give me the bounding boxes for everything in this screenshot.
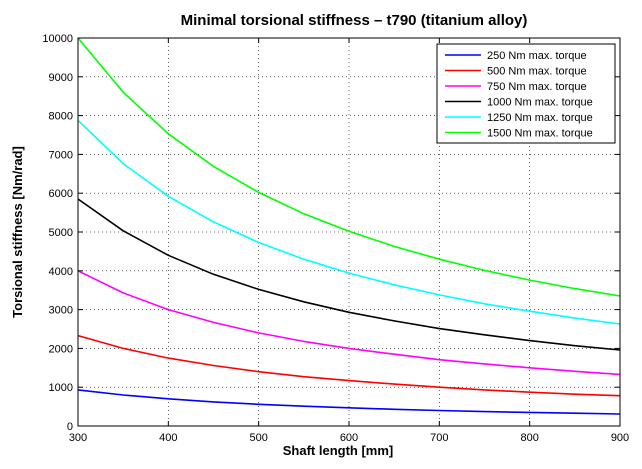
legend-box [436, 43, 616, 144]
x-tick-label-500: 500 [249, 432, 267, 444]
legend-label-1: 500 Nm max. torque [487, 66, 587, 78]
x-tick-label-800: 800 [520, 432, 538, 444]
legend-label-0: 250 Nm max. torque [487, 50, 587, 62]
series-line-1 [77, 334, 621, 397]
legend-label-5: 1500 Nm max. torque [487, 128, 593, 140]
series-line-2 [77, 270, 621, 376]
y-tick-label-6000: 6000 [49, 188, 73, 200]
series-line-0 [77, 389, 621, 415]
x-axis-title: Shaft length [mm] [283, 443, 394, 458]
y-tick-label-1000: 1000 [49, 382, 73, 394]
y-tick-label-3000: 3000 [49, 305, 73, 317]
y-tick-label-10000: 10000 [42, 33, 73, 45]
x-tick-label-400: 400 [159, 432, 177, 444]
chart-title: Minimal torsional stiffness – t790 (tita… [181, 12, 528, 29]
x-tick-label-700: 700 [430, 432, 448, 444]
y-tick-label-9000: 9000 [49, 72, 73, 84]
series-line-4 [77, 119, 621, 325]
x-tick-label-900: 900 [611, 432, 629, 444]
legend-label-4: 1250 Nm max. torque [487, 112, 593, 124]
series-line-5 [77, 37, 621, 297]
y-tick-label-8000: 8000 [49, 111, 73, 123]
series-lines [77, 37, 621, 415]
y-tick-label-2000: 2000 [49, 343, 73, 355]
y-tick-label-5000: 5000 [49, 227, 73, 239]
ticks: 300 400 500 600 700 800 9000100020003000400050… [42, 33, 629, 444]
y-tick-label-7000: 7000 [49, 149, 73, 161]
x-tick-label-600: 600 [340, 432, 358, 444]
legend-label-2: 750 Nm max. torque [487, 81, 587, 93]
x-tick-label-300: 300 [69, 432, 87, 444]
y-tick-label-0: 0 [67, 421, 73, 433]
legend-label-3: 1000 Nm max. torque [487, 97, 593, 109]
y-axis-title: Torsional stiffness [Nm/rad] [10, 146, 25, 318]
series-line-3 [77, 198, 621, 351]
y-tick-label-4000: 4000 [49, 266, 73, 278]
legend: 250 Nm max. torque 500 Nm max. torque 750 … [436, 43, 616, 144]
